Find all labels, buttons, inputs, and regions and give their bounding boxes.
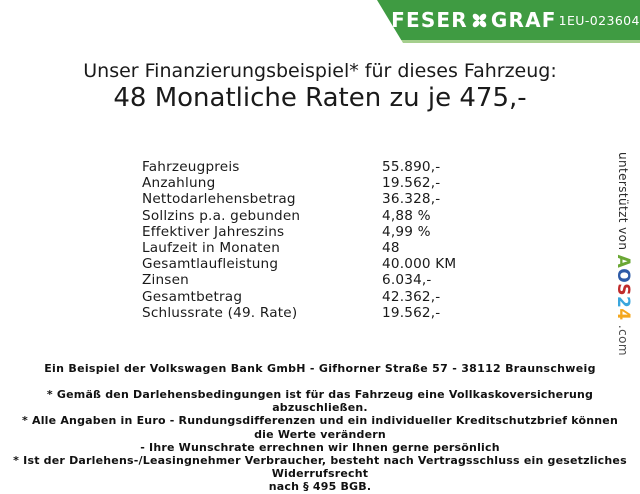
supporter-prefix: unterstützt von xyxy=(616,152,630,255)
table-row: Schlussrate (49. Rate) 19.562,- xyxy=(142,305,456,321)
table-row: Effektiver Jahreszins 4,99 % xyxy=(142,224,456,240)
brand-banner-background: FESER GRAF 1EU-023604 xyxy=(377,0,640,40)
headline-line2: 48 Monatliche Raten zu je 475,- xyxy=(113,83,527,113)
disclaimer-line: nach § 495 BGB. xyxy=(268,480,372,494)
row-label: Anzahlung xyxy=(142,175,216,192)
supporter-suffix: .com xyxy=(616,324,630,356)
table-row: Fahrzeugpreis 55.890,- xyxy=(142,159,456,175)
table-row: Sollzins p.a. gebunden 4,88 % xyxy=(142,208,456,224)
row-label: Laufzeit in Monaten xyxy=(142,239,281,256)
row-label: Gesamtlaufleistung xyxy=(142,256,279,273)
row-value: 42.362,- xyxy=(382,288,441,305)
row-value: 19.562,- xyxy=(382,304,441,321)
table-row: Nettodarlehensbetrag 36.328,- xyxy=(142,191,456,207)
brand-name-left: FESER xyxy=(391,8,468,32)
disclaimer-block: * Gemäß den Darlehensbedingungen ist für… xyxy=(12,388,628,494)
logo-letter: S xyxy=(613,283,633,296)
disclaimer-line: * Alle Angaben in Euro - Rundungsdiffere… xyxy=(22,414,618,441)
finance-table: Fahrzeugpreis 55.890,- Anzahlung 19.562,- Ne… xyxy=(142,159,456,321)
logo-letter: 2 xyxy=(613,295,633,309)
row-value: 4,99 % xyxy=(382,223,431,240)
aos24-logo: AOS24 xyxy=(613,255,633,321)
headline: Unser Finanzierungsbeispiel* für dieses … xyxy=(0,59,640,113)
row-label: Effektiver Jahreszins xyxy=(142,223,285,240)
row-value: 36.328,- xyxy=(382,191,441,208)
logo-letter: A xyxy=(613,254,633,269)
clover-icon xyxy=(472,13,487,27)
disclaimer-line: * Ist der Darlehens-/Leasingnehmer Verbr… xyxy=(13,454,627,481)
table-row: Zinsen 6.034,- xyxy=(142,272,456,288)
row-value: 48 xyxy=(382,239,400,256)
brand-name-right: GRAF xyxy=(490,8,557,32)
row-label: Gesamtbetrag xyxy=(142,288,243,305)
table-row: Gesamtlaufleistung 40.000 KM xyxy=(142,256,456,272)
vehicle-code: 1EU-023604 xyxy=(558,12,640,28)
logo-letter: 4 xyxy=(613,308,633,321)
row-label: Zinsen xyxy=(142,272,189,289)
row-label: Nettodarlehensbetrag xyxy=(142,191,296,208)
disclaimer-line: - Ihre Wunschrate errechnen wir Ihnen ge… xyxy=(140,440,500,454)
headline-line1: Unser Finanzierungsbeispiel* für dieses … xyxy=(83,60,557,82)
table-row: Anzahlung 19.562,- xyxy=(142,175,456,191)
brand-banner: FESER GRAF 1EU-023604 xyxy=(377,0,640,43)
row-label: Schlussrate (49. Rate) xyxy=(142,304,298,321)
banner-accent-strip xyxy=(377,40,640,43)
table-row: Gesamtbetrag 42.362,- xyxy=(142,289,456,305)
row-value: 6.034,- xyxy=(382,272,432,289)
row-label: Sollzins p.a. gebunden xyxy=(142,207,301,224)
row-label: Fahrzeugpreis xyxy=(142,159,240,175)
row-value: 19.562,- xyxy=(382,175,441,192)
supporter-strip: unterstützt von AOS24 .com xyxy=(613,152,633,356)
row-value: 4,88 % xyxy=(382,207,431,224)
logo-letter: O xyxy=(613,268,633,284)
row-value: 55.890,- xyxy=(382,159,441,175)
disclaimer-line: * Gemäß den Darlehensbedingungen ist für… xyxy=(46,388,594,415)
table-row: Laufzeit in Monaten 48 xyxy=(142,240,456,256)
bank-address-line: Ein Beispiel der Volkswagen Bank GmbH - … xyxy=(44,362,596,375)
row-value: 40.000 KM xyxy=(382,256,457,273)
